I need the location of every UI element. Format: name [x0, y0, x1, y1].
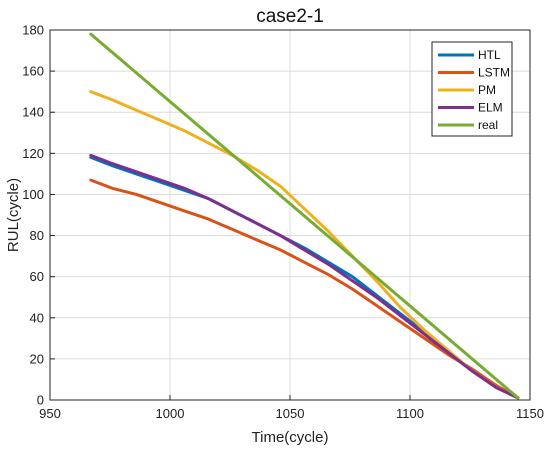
- x-tick-label: 950: [39, 406, 61, 421]
- series-line-elm: [89, 153, 520, 400]
- y-tick-label: 140: [22, 105, 44, 120]
- y-axis-label: RUL(cycle): [5, 178, 22, 252]
- x-tick-label: 1050: [276, 406, 305, 421]
- y-tick-label: 20: [30, 351, 44, 366]
- x-tick-labels: 950 1000 1050 1100 1150: [39, 406, 544, 421]
- axis-ticks: [49, 29, 531, 401]
- y-tick-label: 120: [22, 146, 44, 161]
- legend-label-pm: PM: [478, 83, 496, 97]
- series-layer: [89, 32, 520, 400]
- series-line-pm: [89, 90, 520, 400]
- y-tick-label: 180: [22, 23, 44, 38]
- x-axis-label: Time(cycle): [252, 429, 329, 446]
- legend-label-lstm: LSTM: [478, 66, 510, 80]
- series-line-real: [89, 32, 520, 400]
- y-tick-label: 80: [30, 228, 44, 243]
- chart-title: case2-1: [256, 6, 324, 27]
- y-tick-label: 0: [37, 393, 44, 408]
- x-tick-label: 1000: [156, 406, 185, 421]
- y-tick-labels: 0 20 40 60 80 100 120 140 160 180: [22, 23, 44, 408]
- y-tick-label: 100: [22, 187, 44, 202]
- y-tick-label: 40: [30, 310, 44, 325]
- legend: HTL LSTM PM ELM real: [431, 41, 513, 137]
- series-line-lstm: [89, 178, 520, 400]
- y-tick-label: 160: [22, 64, 44, 79]
- legend-label-real: real: [478, 118, 498, 132]
- legend-label-htl: HTL: [478, 48, 501, 62]
- legend-label-elm: ELM: [478, 101, 503, 115]
- x-tick-label: 1100: [396, 406, 424, 421]
- y-tick-label: 60: [30, 269, 44, 284]
- x-tick-label: 1150: [516, 406, 544, 421]
